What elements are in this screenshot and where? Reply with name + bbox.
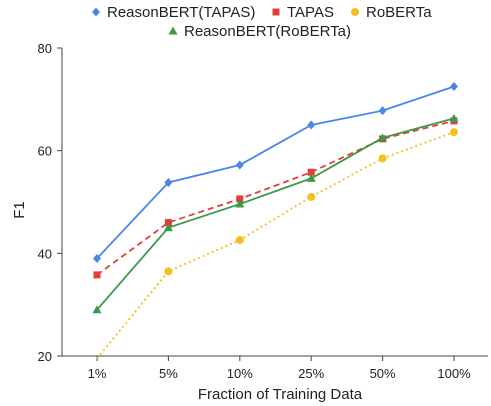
series-line: [96, 117, 455, 311]
data-point: [92, 305, 102, 314]
data-point: [235, 235, 244, 244]
x-tick-label: 1%: [88, 366, 107, 381]
y-tick-label: 80: [38, 41, 52, 56]
y-tick-label: 20: [38, 349, 52, 364]
legend-item-0: ReasonBERT(TAPAS): [92, 4, 255, 21]
data-point: [236, 195, 244, 203]
axes: 20 40 60 80 1% 5% 10% 25% 50% 100%: [38, 41, 488, 381]
data-point: [378, 106, 387, 116]
y-tick-label: 40: [38, 246, 52, 261]
legend-marker: [168, 26, 178, 35]
data-point: [235, 199, 245, 208]
legend-item-2: RoBERTa: [351, 4, 432, 21]
series-1: [93, 117, 458, 279]
legend-label: ReasonBERT(TAPAS): [107, 4, 255, 21]
series-line: [96, 85, 455, 260]
legend-label: ReasonBERT(RoBERTa): [184, 23, 351, 40]
series-line: [96, 131, 455, 360]
x-tick-label: 50%: [370, 366, 396, 381]
data-point: [307, 192, 316, 201]
series-line: [96, 120, 455, 276]
series-3: [92, 113, 459, 314]
legend-label: TAPAS: [287, 4, 334, 21]
data-point: [163, 223, 173, 232]
data-point: [93, 271, 101, 279]
data-point: [378, 133, 388, 142]
x-tick-label: 5%: [159, 366, 178, 381]
data-point: [164, 267, 173, 276]
data-point: [235, 160, 244, 170]
data-point: [450, 128, 458, 137]
x-tick-label: 25%: [298, 366, 324, 381]
series-0: [93, 82, 458, 263]
data-point: [449, 113, 459, 122]
legend: ReasonBERT(TAPAS) TAPAS RoBERTa ReasonBERT(…: [92, 4, 432, 40]
y-axis-title: F1: [11, 201, 28, 219]
x-tick-label: 100%: [437, 366, 471, 381]
series-2: [96, 128, 458, 360]
data-point: [93, 253, 101, 263]
legend-marker: [272, 8, 280, 16]
data-point: [164, 177, 173, 187]
data-point: [306, 173, 316, 182]
legend-item-1: TAPAS: [272, 4, 334, 21]
legend-marker: [351, 8, 359, 16]
plot-area: [92, 82, 459, 360]
data-point: [307, 168, 315, 176]
data-point: [378, 154, 387, 163]
x-tick-label: 10%: [227, 366, 253, 381]
x-axis-title: Fraction of Training Data: [198, 386, 363, 403]
legend-item-3: ReasonBERT(RoBERTa): [168, 23, 351, 40]
data-point: [164, 219, 172, 227]
y-tick-label: 60: [38, 144, 52, 159]
data-point: [450, 82, 458, 91]
data-point: [307, 120, 316, 130]
legend-marker: [92, 7, 100, 17]
legend-label: RoBERTa: [366, 4, 432, 21]
